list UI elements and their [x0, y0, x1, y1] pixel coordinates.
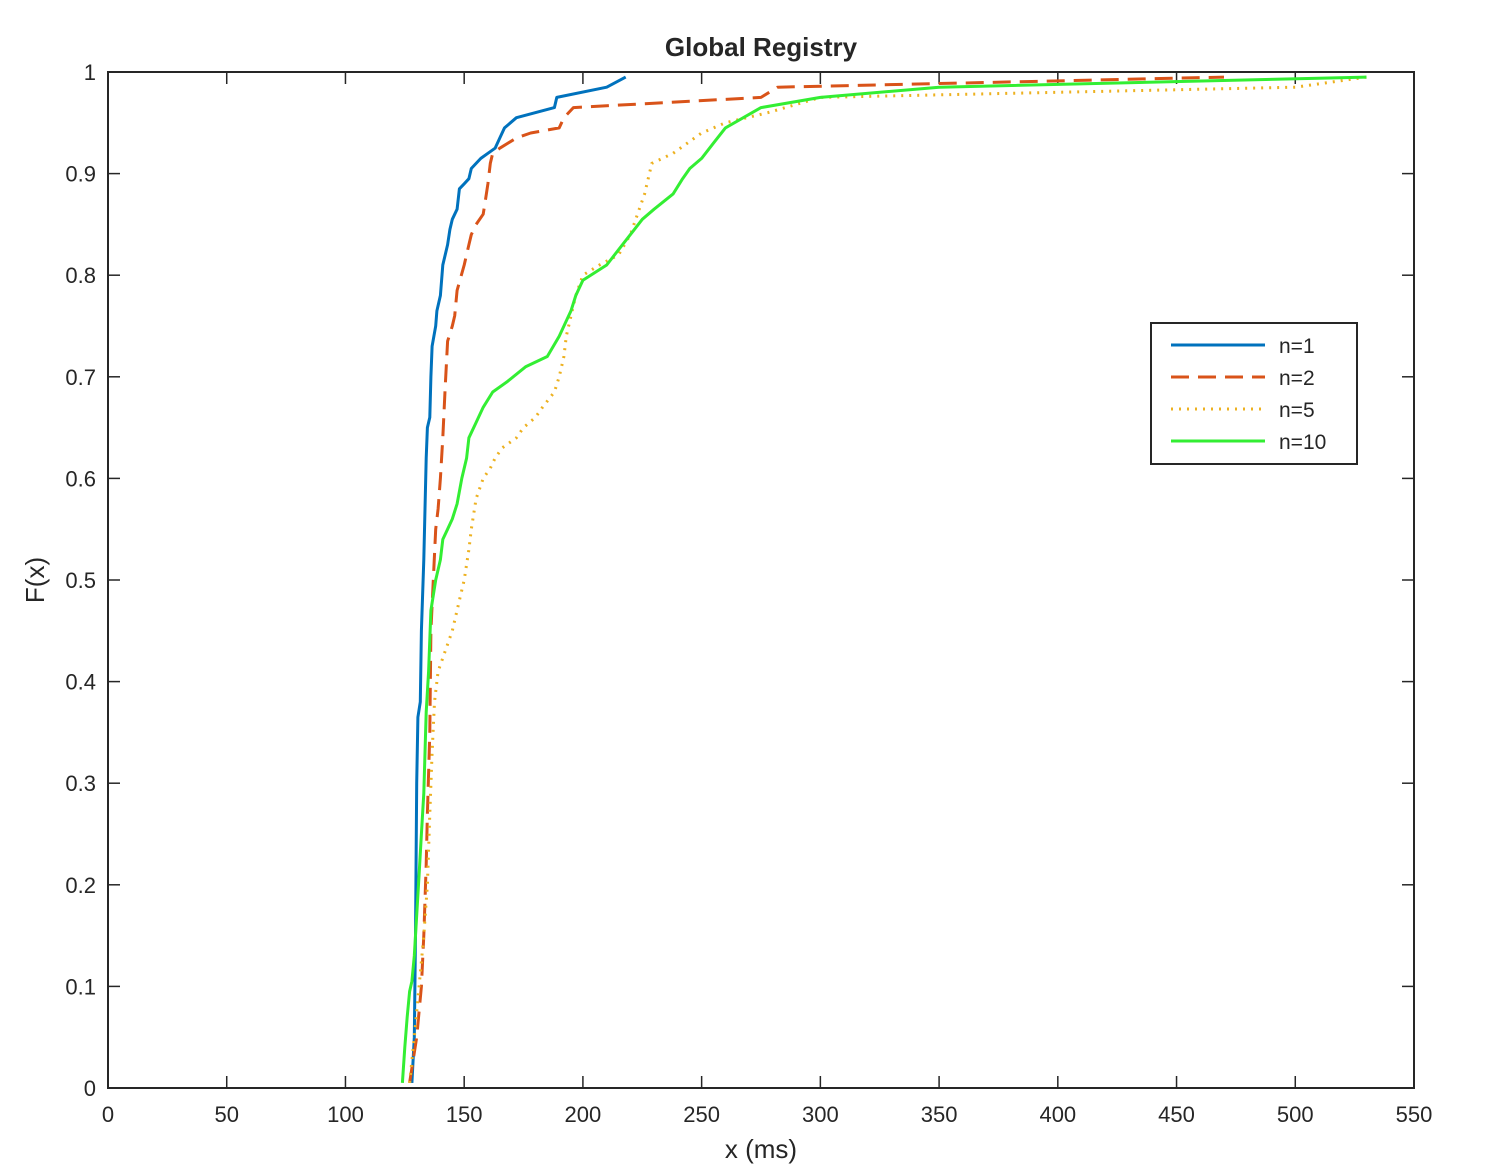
y-tick-label: 0.2 — [65, 873, 96, 898]
x-tick-label: 250 — [683, 1102, 720, 1127]
x-tick-label: 100 — [327, 1102, 364, 1127]
chart-title: Global Registry — [665, 32, 858, 62]
y-axis-ticks: 0 0.1 0.2 0.3 0.4 0.5 0.6 0.7 0.8 0.9 1 — [65, 60, 1414, 1101]
x-tick-label: 400 — [1039, 1102, 1076, 1127]
x-tick-label: 200 — [565, 1102, 602, 1127]
x-tick-label: 500 — [1277, 1102, 1314, 1127]
x-axis-label: x (ms) — [725, 1134, 797, 1164]
y-tick-label: 1 — [84, 60, 96, 85]
y-tick-label: 0.1 — [65, 974, 96, 999]
x-tick-label: 550 — [1396, 1102, 1433, 1127]
x-tick-label: 150 — [446, 1102, 483, 1127]
y-tick-label: 0.5 — [65, 568, 96, 593]
legend: n=1 n=2 n=5 n=10 — [1150, 322, 1358, 465]
series-line-n-5 — [408, 75, 1367, 1084]
y-tick-label: 0.7 — [65, 365, 96, 390]
x-tick-label: 50 — [214, 1102, 238, 1127]
y-tick-label: 0 — [84, 1076, 96, 1101]
legend-label: n=5 — [1279, 399, 1315, 422]
x-tick-label: 350 — [921, 1102, 958, 1127]
legend-label: n=1 — [1279, 335, 1315, 358]
plot-frame — [107, 71, 1415, 1089]
y-tick-label: 0.6 — [65, 466, 96, 491]
y-tick-label: 0.8 — [65, 263, 96, 288]
legend-label: n=2 — [1279, 367, 1315, 390]
series-line-n-10 — [400, 75, 1367, 1084]
x-tick-label: 450 — [1158, 1102, 1195, 1127]
series-line-n-1 — [410, 75, 627, 1083]
series-line-n-2 — [408, 75, 1225, 1084]
x-axis-ticks: 0 50 100 150 200 250 300 350 400 450 500 550 — [102, 72, 1432, 1127]
x-tick-label: 300 — [802, 1102, 839, 1127]
y-axis-label: F(x) — [20, 557, 50, 603]
series-lines — [400, 75, 1367, 1084]
y-tick-label: 0.4 — [65, 670, 96, 695]
y-tick-label: 0.9 — [65, 162, 96, 187]
x-tick-label: 0 — [102, 1102, 114, 1127]
y-tick-label: 0.3 — [65, 771, 96, 796]
legend-label: n=10 — [1279, 431, 1326, 454]
